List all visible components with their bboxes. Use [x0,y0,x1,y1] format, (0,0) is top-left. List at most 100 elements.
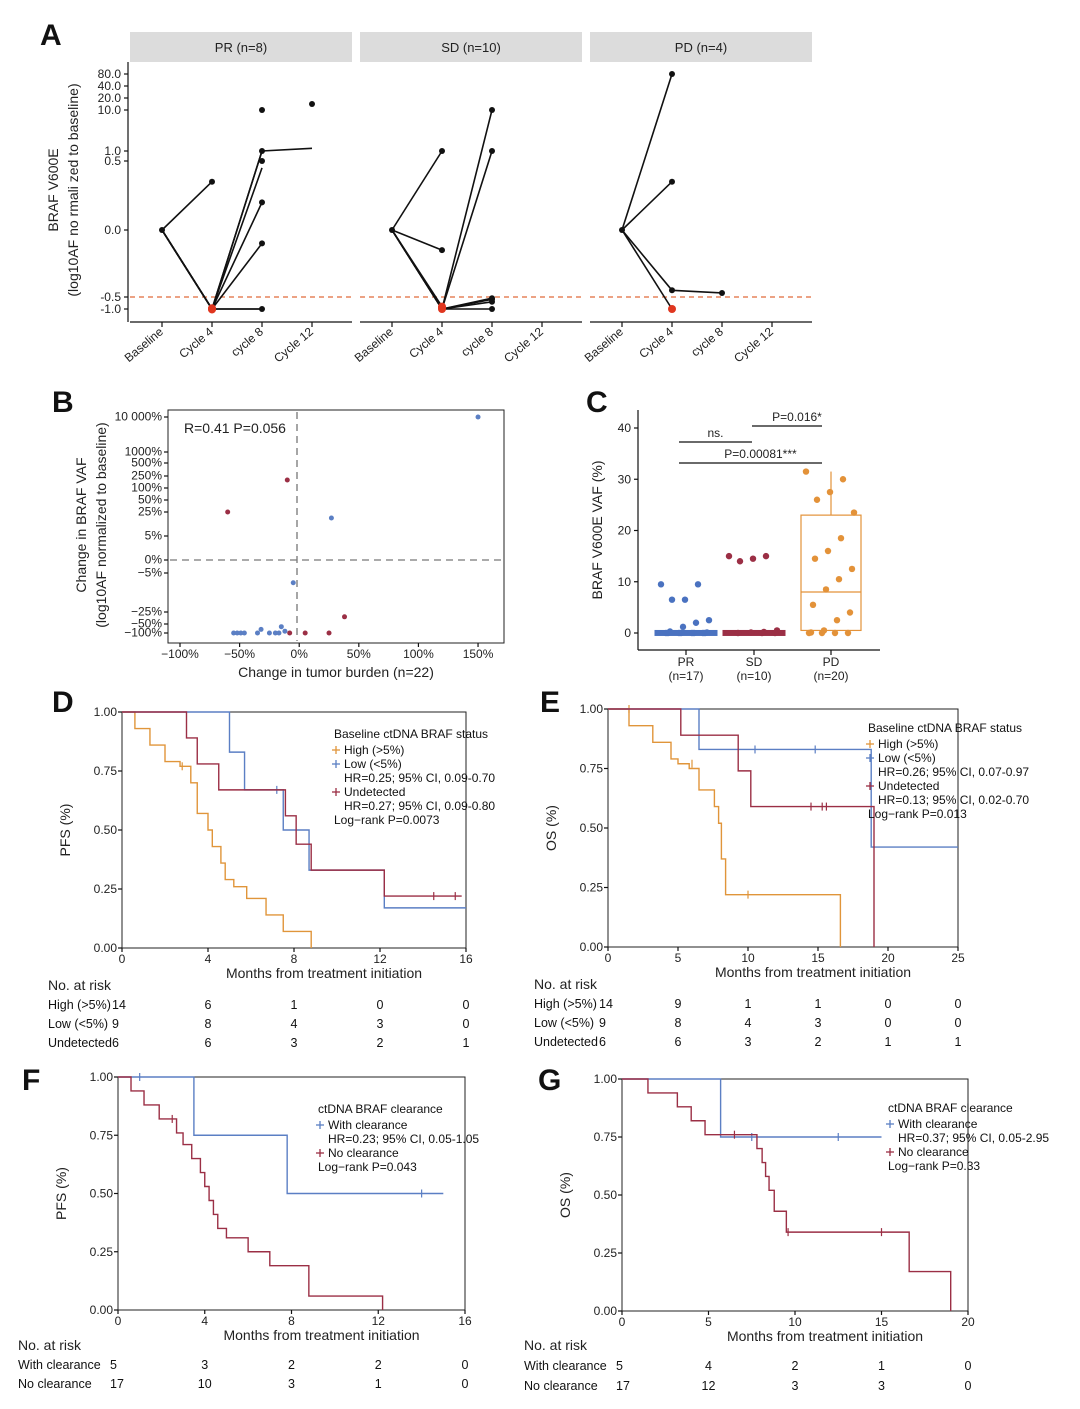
panel-f-risk-value: 0 [462,1358,469,1372]
panel-c-point [822,586,830,593]
panel-a-facet-strip [590,32,812,62]
panel-e-risk-value: 1 [885,1035,892,1049]
panel-a-data-point [259,306,265,312]
panel-d-ylabel: PFS (%) [57,804,73,857]
panel-a-ylabel-1: BRAF V600E [45,148,61,231]
panel-c-point [837,534,845,542]
panel-e-x-tick-label: 10 [741,951,755,965]
panel-a-x-tick-label: Cycle 4 [636,324,676,361]
panel-c-point [848,565,856,573]
panel-b-y-tick-label: 500% [131,456,162,470]
panel-a-data-point [259,199,265,206]
panel-f-x-tick-label: 12 [372,1314,386,1328]
panel-a-series-line [621,229,673,310]
panel-c-point [833,616,841,624]
panel-f-km-curve [118,1076,444,1195]
panel-f-x-tick-label: 4 [201,1314,208,1328]
panel-c-point [824,547,832,555]
panel-f-y-tick-label: 0.50 [90,1187,114,1201]
panel-d-y-tick-label: 0.25 [94,882,118,896]
panel-a-y-tick-label: 80.0 [98,67,122,81]
panel-b-point [241,630,247,636]
panel-e-risk-value: 9 [599,1016,606,1030]
panel-d-y-tick-label: 0.75 [94,764,118,778]
panel-c-point [675,629,683,637]
panel-a-x-tick-label: cycle 8 [688,324,726,359]
panel-e-risk-value: 4 [745,1016,752,1030]
panel-e-x-tick-label: 25 [951,951,965,965]
panel-c-point [805,629,813,637]
panel-b-point [276,630,282,636]
panel-c-category-label: PR [678,655,695,669]
panel-label-b: B [52,386,74,419]
panel-b-point [284,477,290,483]
panel-c-point [813,496,821,503]
panel-c-point [811,555,819,562]
panel-g-risk-row-label: With clearance [524,1359,607,1373]
panel-g-risk-title: No. at risk [524,1337,588,1353]
panel-d-risk-title: No. at risk [48,977,112,993]
panel-a-ylabel-2: (log10AF no rmali zed to baseline) [65,83,81,296]
panel-c-point [771,629,779,637]
panel-g-risk-value: 3 [878,1379,885,1393]
panel-b-point [238,630,244,636]
panel-c-category-n: (n=17) [668,669,703,683]
panel-c-point [705,616,713,624]
panel-b-point [231,630,237,636]
panel-c-point [818,629,826,637]
panel-e-legend-note: HR=0.13; 95% CI, 0.02-0.70 [878,793,1029,807]
panel-c-y-tick-label: 0 [624,626,631,640]
panel-a-y-tick-label: -1.0 [100,302,121,316]
panel-a-y-tick-label: -0.5 [100,290,121,304]
panel-c-point [747,629,755,636]
panel-e-x-tick-label: 15 [811,951,825,965]
panel-g-km-curve [622,1078,952,1311]
panel-b-plot-border [167,409,505,644]
panel-b-x-tick-label: 0% [291,647,309,661]
panel-a-facet-strip [360,32,582,62]
panel-a-series-line [391,150,443,231]
panel-f-legend-title: ctDNA BRAF clearance [318,1102,443,1116]
panel-b-xlabel: Change in tumor burden (n=22) [238,664,434,680]
panel-e-risk-value: 0 [885,1016,892,1030]
panel-b-point [278,624,284,630]
panel-a-x-tick-label: Cycle 12 [271,324,316,365]
panel-e-x-tick-label: 0 [605,951,612,965]
panel-c-point [749,555,757,562]
panel-d-km-curve [122,711,462,897]
panel-d-y-tick-label: 0.50 [94,823,118,837]
panel-a-y-tick-label: 1.0 [104,144,121,158]
panel-f-risk-value: 0 [462,1377,469,1391]
panel-g-risk-row-label: No clearance [524,1379,598,1393]
panel-b-point [258,626,264,632]
panel-d-risk-value: 9 [112,1017,119,1031]
panel-e-risk-row-label: Low (<5%) [534,1016,594,1030]
panel-b-point [225,509,231,515]
panel-f-y-tick-label: 1.00 [90,1070,114,1084]
panel-label-a: A [40,19,62,52]
panel-b-point [328,515,334,521]
panel-c-point [758,629,766,637]
panel-e-risk-value: 6 [599,1035,606,1049]
panel-b-point [290,580,296,586]
panel-f-risk-value: 5 [110,1358,117,1372]
panel-a-x-tick-label: cycle 8 [228,324,266,359]
panel-c-point [692,619,700,626]
panel-d-risk-value: 4 [291,1017,298,1031]
panel-b-point [302,630,308,636]
panel-c-point [662,629,670,637]
panel-e-risk-value: 8 [675,1016,682,1030]
panel-a-data-point [669,71,675,77]
panel-b-point [254,630,260,636]
panel-e-risk-value: 14 [599,997,613,1011]
panel-b-y-tick-label: 250% [131,469,162,483]
panel-d-risk-value: 14 [112,998,126,1012]
panel-f-y-tick-label: 0.00 [90,1303,114,1317]
panel-b-point [475,414,481,420]
panel-a-data-point [489,148,495,154]
panel-f-risk-value: 2 [375,1358,382,1372]
panel-a-facet-label: PR (n=8) [215,40,267,55]
panel-e-y-tick-label: 1.00 [580,702,604,716]
panel-f-xlabel: Months from treatment initiation [223,1327,419,1343]
panel-a-data-point [489,306,495,312]
